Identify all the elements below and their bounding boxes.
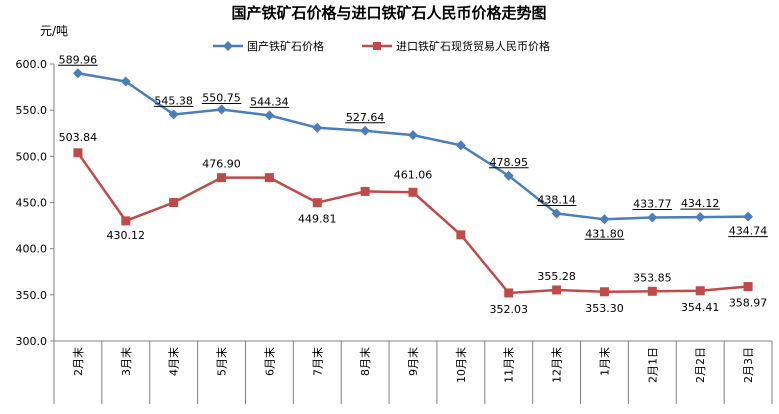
y-tick-label: 400.0 [16, 243, 48, 256]
y-tick-label: 300.0 [16, 335, 48, 348]
x-tick-label: 12月末 [550, 347, 564, 383]
series-0-data-label: 431.80 [585, 227, 624, 240]
series-1-point [695, 286, 705, 296]
series-0-point [360, 125, 371, 136]
series-0-point [168, 109, 179, 120]
series-0-data-label: 438.14 [537, 193, 576, 206]
y-tick-label: 450.0 [16, 197, 48, 210]
series-1-point [552, 285, 562, 295]
series-1-data-label: 352.03 [489, 303, 528, 316]
series-0-point [264, 110, 275, 121]
series-0-point [599, 214, 610, 225]
series-0-data-label: 434.74 [729, 225, 768, 238]
series-1-data-label: 355.28 [537, 270, 576, 283]
x-tick-label: 1月末 [597, 347, 611, 376]
legend-label-import: 进口铁矿石现货贸易人民币价格 [396, 39, 550, 53]
legend-label-domestic: 国产铁矿石价格 [247, 39, 324, 53]
series-0-point [120, 76, 131, 87]
series-0-point [503, 170, 514, 181]
x-tick-label: 3月末 [119, 347, 133, 376]
x-tick-label: 6月末 [262, 347, 276, 376]
series-1-point [599, 287, 609, 297]
series-0-data-label: 550.75 [202, 91, 241, 104]
series-1-data-label: 358.97 [729, 297, 768, 310]
series-0-data-label: 527.64 [346, 111, 385, 124]
series-1-point [456, 230, 466, 240]
series-0-data-label: 434.12 [681, 197, 720, 210]
plot-area: 300.0 350.0 400.0 450.0 500.0 550.0 600.0 2月末 3月… [16, 53, 773, 404]
series-0-point [408, 130, 418, 141]
x-tick-label: 2月2日 [694, 347, 707, 383]
legend-marker-import [373, 42, 381, 50]
series-1-data-label: 354.41 [681, 301, 720, 314]
series-0-point [647, 212, 658, 223]
x-tick-label: 9月末 [406, 347, 420, 376]
x-tick-label: 2月末 [71, 347, 85, 376]
series-1-data-label: 353.30 [585, 302, 624, 315]
series-1-point [743, 282, 753, 292]
x-tick-label: 8月末 [358, 347, 372, 376]
x-tick-label: 10月末 [454, 347, 468, 383]
series-1-point [217, 173, 227, 183]
chart-title: 国产铁矿石价格与进口铁矿石人民币价格走势图 [231, 4, 546, 22]
series-0-point [455, 140, 466, 151]
series-1-data-label: 461.06 [394, 168, 433, 181]
series-1-point [264, 173, 274, 183]
x-tick-label: 11月末 [502, 347, 516, 383]
series-1-point [169, 198, 179, 207]
series-0-point [312, 122, 323, 133]
x-tick-label: 4月末 [167, 347, 181, 376]
series-0-point [551, 208, 562, 219]
series-0-point [216, 104, 227, 115]
series-1-point [312, 198, 322, 208]
series-0-data-label: 589.96 [59, 53, 98, 66]
legend-marker-domestic [223, 41, 233, 51]
x-tick-label: 2月3日 [742, 347, 755, 383]
series-1-point [73, 148, 83, 158]
unit-label: 元/吨 [40, 24, 68, 38]
x-tick-label: 7月末 [310, 347, 324, 376]
series-1-point [408, 187, 418, 197]
series-1-data-label: 430.12 [107, 229, 146, 242]
series-1-point [360, 186, 370, 196]
series-0-data-label: 545.38 [154, 94, 193, 107]
y-tick-label: 500.0 [16, 150, 48, 163]
series-0-data-label: 433.77 [633, 197, 672, 210]
series-1-point [121, 216, 131, 226]
series-1-data-label: 476.90 [202, 158, 241, 171]
series-0-data-label: 544.34 [250, 95, 289, 108]
y-tick-label: 350.0 [16, 289, 48, 302]
series-0-point [72, 68, 83, 79]
series-1-data-label: 503.84 [59, 131, 98, 144]
y-tick-label: 600.0 [16, 58, 48, 71]
series-1-point [504, 288, 514, 298]
legend: 国产铁矿石价格 进口铁矿石现货贸易人民币价格 [213, 39, 550, 53]
series-1-point [647, 286, 657, 296]
series-0-point [695, 212, 706, 223]
series-1-data-label: 353.85 [633, 271, 672, 284]
series-0-data-label: 478.95 [489, 156, 528, 169]
y-tick-label: 550.0 [16, 104, 48, 117]
x-tick-label: 5月末 [215, 347, 229, 376]
series-0-point [743, 211, 754, 222]
series-1-data-label: 449.81 [298, 213, 337, 226]
x-tick-label: 2月1日 [646, 347, 659, 383]
